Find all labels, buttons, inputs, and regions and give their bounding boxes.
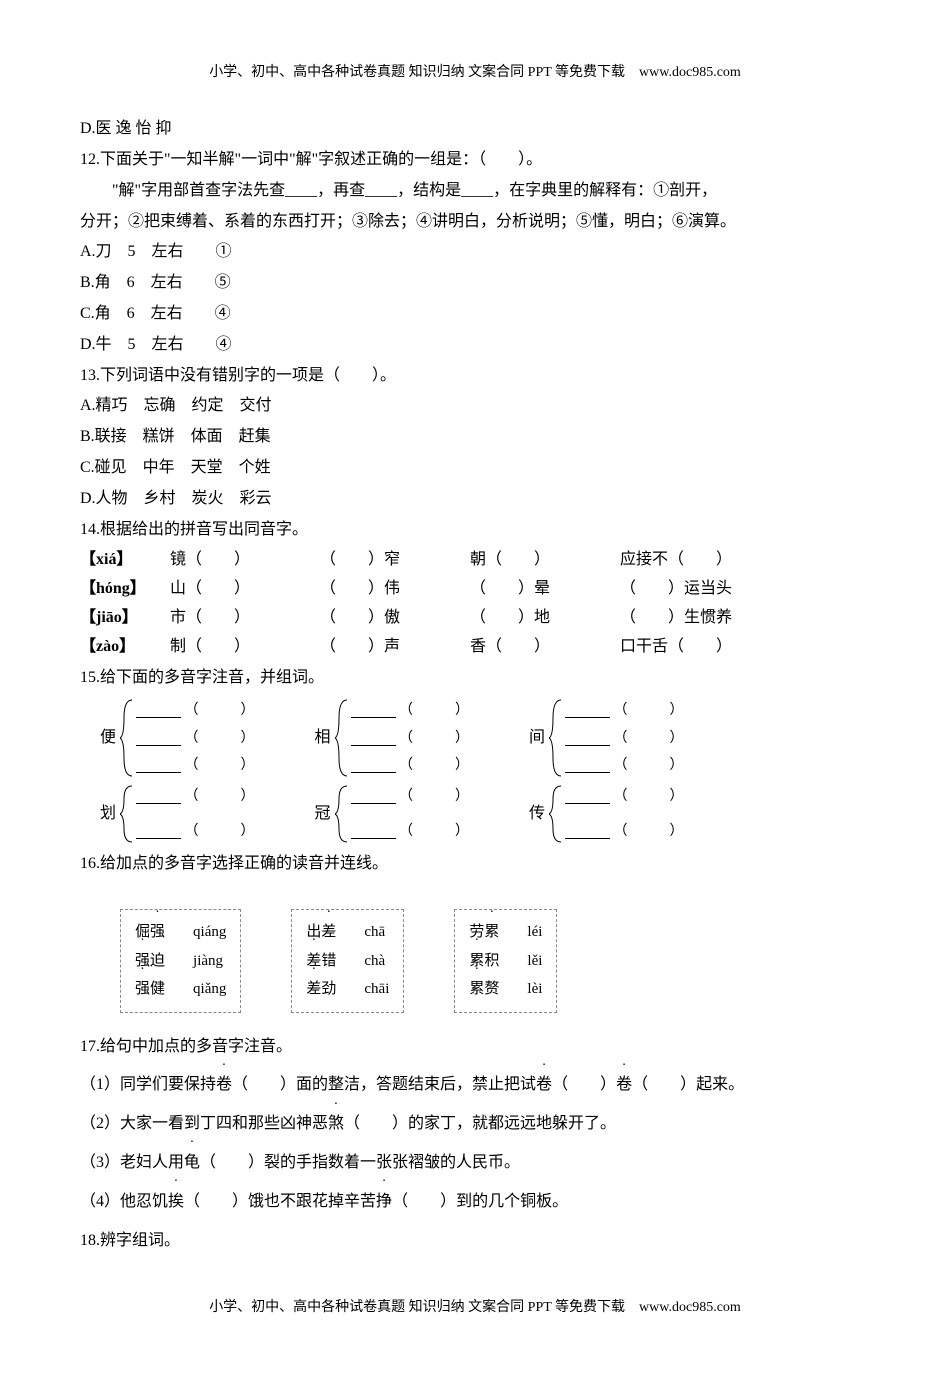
q14-row1-py: 【hóng】	[80, 575, 170, 604]
brace-icon	[549, 784, 563, 844]
q15-row1: 便 （ ） （ ） （ ） 相 （ ） （ ） （ ）	[100, 698, 870, 778]
q16-b1-w2: 差劲	[306, 975, 336, 1004]
brace-icon	[120, 698, 134, 778]
q16-b2-p2: lèi	[527, 975, 542, 1004]
q16-b0-w2: 强健	[135, 975, 165, 1004]
q15-guan-char: 冠	[315, 800, 331, 829]
q15-bian: 便 （ ） （ ） （ ）	[100, 698, 255, 778]
q14-r0c2: 朝（ ）	[470, 546, 620, 575]
q13-opt-b: B.联接 糕饼 体面 赶集	[80, 423, 870, 452]
brace-icon	[549, 698, 563, 778]
q14-r1c0: 山（ ）	[170, 575, 320, 604]
q14-row-3: 【zào】 制（ ） （ ）声 香（ ） 口干舌（ ）	[80, 633, 870, 662]
q16-match-area: 倔倔强强qiáng 强迫jiàng 强健qiǎng 出差chā 差错chà 差劲…	[120, 909, 870, 1013]
q16-b0-p1: jiàng	[193, 947, 223, 976]
q14-r2c3: （ ）生惯养	[620, 604, 770, 633]
q14-row3-py: 【zào】	[80, 633, 170, 662]
q14-r3c1: （ ）声	[320, 633, 470, 662]
brace-icon	[335, 698, 349, 778]
q16-b1-p2: chāi	[364, 975, 389, 1004]
q15-guan: 冠 （ ） （ ）	[315, 784, 470, 844]
q14-row-0: 【xiá】 镜（ ） （ ）窄 朝（ ） 应接不（ ）	[80, 546, 870, 575]
page-footer: 小学、初中、高中各种试卷真题 知识归纳 文案合同 PPT 等免费下载 www.d…	[80, 1295, 870, 1320]
q18-stem: 18.辨字组词。	[80, 1227, 870, 1256]
q12-opt-b: B.角 6 左右 ⑤	[80, 269, 870, 298]
q17-1: （1）同学们要保持卷（ ）面的整洁，答题结束后，禁止把试卷（ ）卷（ ）起来。	[80, 1071, 870, 1100]
q16-b2-p1: lěi	[527, 947, 542, 976]
q14-r3c2: 香（ ）	[470, 633, 620, 662]
page-header: 小学、初中、高中各种试卷真题 知识归纳 文案合同 PPT 等免费下载 www.d…	[80, 60, 870, 85]
q17-3: （3）老妇人用龟（ ）裂的手指数着一张张褶皱的人民币。	[80, 1149, 870, 1178]
q15-hua-char: 划	[100, 800, 116, 829]
paren: （ ）	[185, 698, 255, 723]
q12-desc-b: 分开；②把束缚着、系着的东西打开；③除去；④讲明白，分析说明；⑤懂，明白；⑥演算…	[80, 208, 870, 237]
q15-row2: 划 （ ） （ ） 冠 （ ） （ ） 传	[100, 784, 870, 844]
q14-row-1: 【hóng】 山（ ） （ ）伟 （ ）晕 （ ）运当头	[80, 575, 870, 604]
q16-b0-p2: qiǎng	[193, 975, 226, 1004]
paren: （ ）	[185, 753, 255, 778]
q16-b1-p1: chà	[364, 947, 385, 976]
q17-stem: 17.给句中加点的多音字注音。	[80, 1033, 870, 1062]
q16-b0-p0: qiáng	[193, 918, 226, 947]
q15-xiang-char: 相	[315, 724, 331, 753]
q14-r0c0: 镜（ ）	[170, 546, 320, 575]
q15-jian-char: 间	[529, 724, 545, 753]
q14-r2c0: 市（ ）	[170, 604, 320, 633]
q15-stem: 15.给下面的多音字注音，并组词。	[80, 664, 870, 693]
q13-stem: 13.下列词语中没有错别字的一项是（ ）。	[80, 362, 870, 391]
paren: （ ）	[399, 698, 469, 723]
q12-opt-c: C.角 6 左右 ④	[80, 300, 870, 329]
q13-opt-c: C.碰见 中年 天堂 个姓	[80, 454, 870, 483]
paren: （ ）	[614, 819, 684, 844]
q14-r3c0: 制（ ）	[170, 633, 320, 662]
q12-stem: 12.下面关于"一知半解"一词中"解"字叙述正确的一组是：（ ）。	[80, 146, 870, 175]
brace-icon	[335, 784, 349, 844]
paren: （ ）	[614, 726, 684, 751]
q14-stem: 14.根据给出的拼音写出同音字。	[80, 516, 870, 545]
q14-r0c3: 应接不（ ）	[620, 546, 770, 575]
paren: （ ）	[185, 726, 255, 751]
paren: （ ）	[399, 726, 469, 751]
q12-opt-d: D.牛 5 左右 ④	[80, 331, 870, 360]
q12-desc-a: "解"字用部首查字法先查____，再查____，结构是____，在字典里的解释有…	[80, 177, 870, 206]
q16-b2-w2: 累赘	[469, 975, 499, 1004]
q14-r1c3: （ ）运当头	[620, 575, 770, 604]
q16-b1-p0: chā	[364, 918, 385, 947]
paren: （ ）	[614, 784, 684, 809]
q12-opt-a: A.刀 5 左右 ①	[80, 238, 870, 267]
q14-row-2: 【jiāo】 市（ ） （ ）傲 （ ）地 （ ）生惯养	[80, 604, 870, 633]
q13-opt-a: A.精巧 忘确 约定 交付	[80, 392, 870, 421]
paren: （ ）	[399, 819, 469, 844]
paren: （ ）	[185, 819, 255, 844]
q15-bian-char: 便	[100, 724, 116, 753]
q14-r1c1: （ ）伟	[320, 575, 470, 604]
paren: （ ）	[614, 698, 684, 723]
q14-r0c1: （ ）窄	[320, 546, 470, 575]
q14-r3c3: 口干舌（ ）	[620, 633, 770, 662]
paren: （ ）	[185, 784, 255, 809]
q15-chuan-char: 传	[529, 800, 545, 829]
q16-stem: 16.给加点的多音字选择正确的读音并连线。	[80, 850, 870, 879]
q14-row0-py: 【xiá】	[80, 546, 170, 575]
q14-r2c1: （ ）傲	[320, 604, 470, 633]
paren: （ ）	[399, 784, 469, 809]
q16-b2-p0: léi	[527, 918, 542, 947]
q11-opt-d: D.医 逸 怡 抑	[80, 115, 870, 144]
q16-box-0: 倔倔强强qiáng 强迫jiàng 强健qiǎng	[120, 909, 241, 1013]
q14-r1c2: （ ）晕	[470, 575, 620, 604]
q16-box-2: 劳累léi 累积lěi 累赘lèi	[454, 909, 557, 1013]
q13-opt-d: D.人物 乡村 炭火 彩云	[80, 485, 870, 514]
paren: （ ）	[614, 753, 684, 778]
paren: （ ）	[399, 753, 469, 778]
q14-row2-py: 【jiāo】	[80, 604, 170, 633]
brace-icon	[120, 784, 134, 844]
q16-box-1: 出差chā 差错chà 差劲chāi	[291, 909, 404, 1013]
q17-4: （4）他忍饥挨（ ）饿也不跟花掉辛苦挣（ ）到的几个铜板。	[80, 1188, 870, 1217]
q14-r2c2: （ ）地	[470, 604, 620, 633]
q15-jian: 间 （ ） （ ） （ ）	[529, 698, 684, 778]
q15-chuan: 传 （ ） （ ）	[529, 784, 684, 844]
q17-2: （2）大家一看到丁四和那些凶神恶煞（ ）的家丁，就都远远地躲开了。	[80, 1110, 870, 1139]
q15-xiang: 相 （ ） （ ） （ ）	[315, 698, 470, 778]
q15-hua: 划 （ ） （ ）	[100, 784, 255, 844]
